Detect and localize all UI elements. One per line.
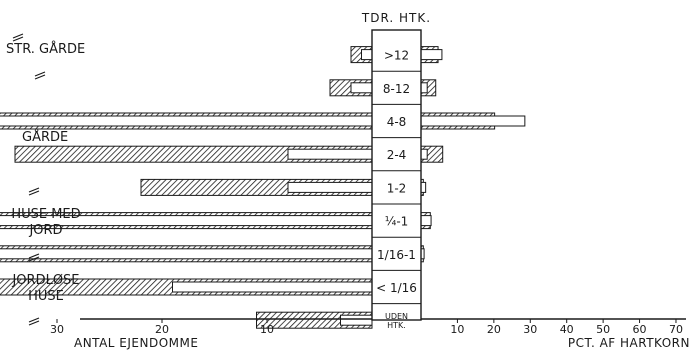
bar-right-open [420, 215, 432, 227]
group-separator-mark [34, 71, 46, 80]
left-tick-label: 10 [260, 323, 274, 336]
left-tick-label: 20 [155, 323, 169, 336]
right-tick-label: 60 [633, 323, 647, 336]
group-label-huse-med-jord: HUSE MED JORD [11, 207, 80, 238]
bar-left-open [0, 248, 373, 260]
group-separators [12, 33, 46, 326]
bar-left-open [172, 281, 373, 293]
bar-right-open [420, 82, 428, 94]
bar-right-open [420, 148, 428, 160]
class-label: ¼-1 [385, 215, 409, 229]
class-label: < 1/16 [376, 281, 417, 295]
group-separator-mark [28, 317, 40, 326]
right-tick-label: 70 [669, 323, 683, 336]
group-separator-mark [12, 33, 24, 42]
bar-left-open [361, 49, 373, 61]
right-tick-label: 20 [487, 323, 501, 336]
right-tick-label: 10 [450, 323, 464, 336]
bar-left-open [287, 181, 373, 193]
group-label-jordlose-huse: JORDLØSE HUSE [11, 273, 79, 304]
right-tick-label: 30 [523, 323, 537, 336]
class-labels: >12 8-12 4-8 2-4 1-2 ¼-1 1/16-1 < 1/16 UDEN HTK. [376, 49, 417, 331]
right-ticks: 10 20 30 40 50 60 70 [450, 319, 683, 336]
class-column [371, 29, 422, 321]
class-label: UDEN HTK. [385, 312, 408, 330]
bar-right-open [420, 115, 526, 127]
bar-left-open [350, 82, 373, 94]
class-label: >12 [384, 49, 409, 63]
left-axis-label: ANTAL EJENDOMME [74, 336, 198, 350]
left-tick-label: 30 [50, 323, 64, 336]
chart-title: TDR. HTK. [361, 11, 431, 25]
group-label-str-garde: STR. GÅRDE [6, 41, 85, 57]
class-label: 1-2 [387, 181, 407, 195]
class-label: 1/16-1 [377, 248, 416, 262]
bar-left-open [287, 148, 373, 160]
class-label: 4-8 [387, 115, 407, 129]
group-label-garde: GÅRDE [22, 129, 68, 145]
class-label: 8-12 [383, 82, 410, 96]
bar-right-open [420, 49, 443, 61]
bars [0, 46, 526, 329]
right-tick-label: 40 [560, 323, 574, 336]
left-ticks: 110100908070605040302010 [50, 319, 274, 336]
right-axis-label: PCT. AF HARTKORN [568, 336, 690, 350]
group-separator-mark [28, 187, 40, 196]
class-column-box [371, 29, 422, 321]
bar-left-open [340, 314, 373, 326]
group-labels: STR. GÅRDE GÅRDE HUSE MED JORD JORDLØSE HU… [6, 41, 85, 304]
class-label: 2-4 [387, 148, 407, 162]
bar-left-open [0, 115, 373, 127]
right-tick-label: 50 [596, 323, 610, 336]
group-separator-mark [28, 253, 40, 262]
